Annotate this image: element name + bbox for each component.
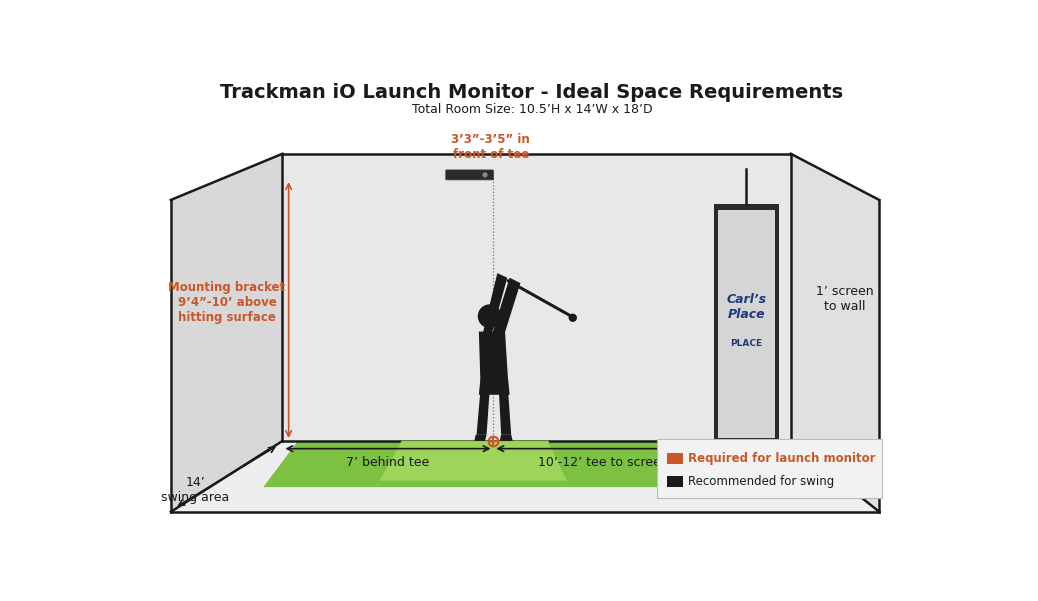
Bar <box>667 453 683 464</box>
Text: 3’3”-3’5” in
front of tee: 3’3”-3’5” in front of tee <box>452 133 530 161</box>
Text: Mounting bracket
9’4”-10’ above
hitting surface: Mounting bracket 9’4”-10’ above hitting … <box>168 281 285 324</box>
Bar <box>718 210 774 438</box>
Text: Trackman iO Launch Monitor - Ideal Space Requirements: Trackman iO Launch Monitor - Ideal Space… <box>220 83 844 102</box>
Polygon shape <box>791 154 879 512</box>
Circle shape <box>483 173 487 177</box>
Text: Carl’s
Place: Carl’s Place <box>727 293 766 321</box>
Polygon shape <box>282 154 791 441</box>
Polygon shape <box>499 391 511 435</box>
Circle shape <box>479 305 500 328</box>
Polygon shape <box>482 273 508 337</box>
Bar <box>667 475 683 487</box>
Bar <box>714 204 780 441</box>
Polygon shape <box>264 441 818 487</box>
Polygon shape <box>479 379 510 395</box>
Text: Recommended for swing: Recommended for swing <box>688 475 835 488</box>
FancyBboxPatch shape <box>445 170 493 180</box>
Text: Required for launch monitor: Required for launch monitor <box>688 452 876 465</box>
Text: 14’
swing area: 14’ swing area <box>161 476 229 504</box>
FancyBboxPatch shape <box>657 439 882 498</box>
Text: 7’ behind tee: 7’ behind tee <box>347 456 430 469</box>
Polygon shape <box>499 435 513 441</box>
Polygon shape <box>492 278 520 337</box>
Text: 10’-12’ tee to screen: 10’-12’ tee to screen <box>539 456 668 469</box>
Polygon shape <box>476 391 490 435</box>
Text: Total Room Size: 10.5’H x 14’W x 18’D: Total Room Size: 10.5’H x 14’W x 18’D <box>412 103 652 117</box>
Polygon shape <box>474 435 487 441</box>
Text: PLACE: PLACE <box>731 340 763 349</box>
Text: 1’ screen
to wall: 1’ screen to wall <box>816 285 873 313</box>
Polygon shape <box>171 154 282 512</box>
Polygon shape <box>171 441 879 512</box>
Polygon shape <box>379 441 568 481</box>
Circle shape <box>569 314 576 321</box>
Polygon shape <box>479 332 509 381</box>
